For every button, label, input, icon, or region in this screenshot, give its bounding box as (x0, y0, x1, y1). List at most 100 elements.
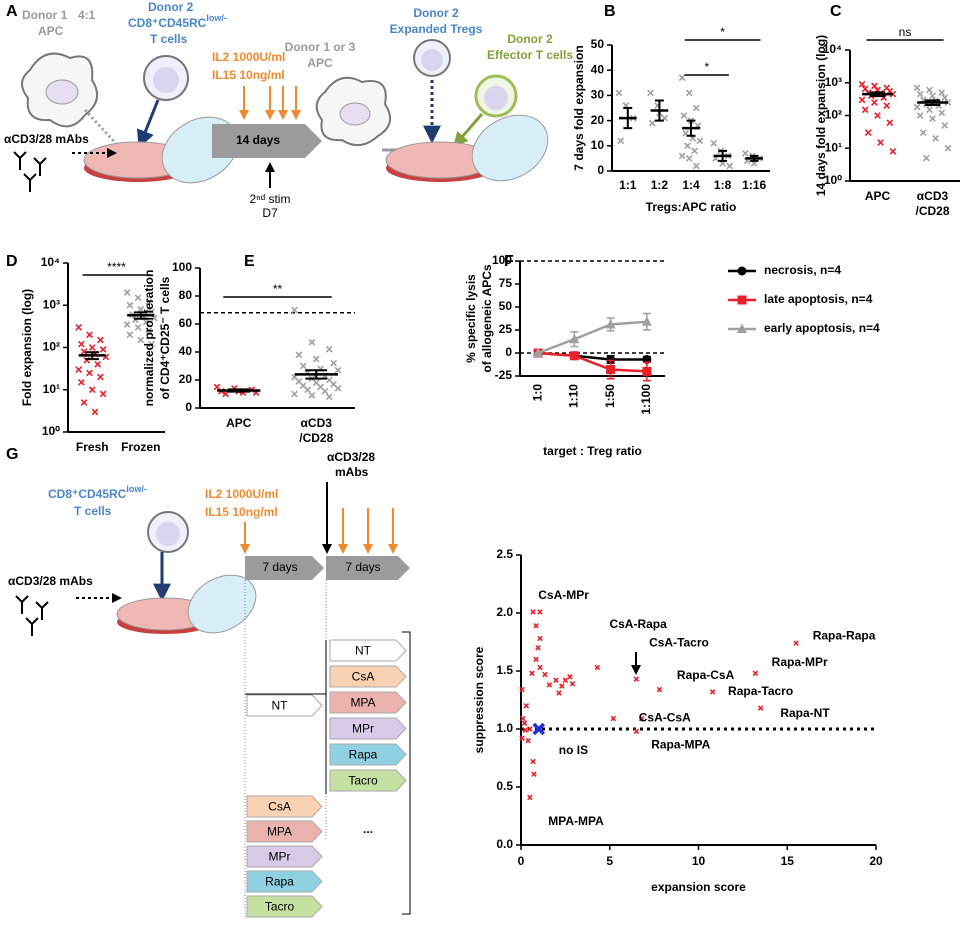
marker (642, 366, 652, 376)
panel-label: D (6, 253, 18, 270)
y-tick-label: -25 (495, 368, 513, 382)
data-point (291, 390, 298, 398)
data-point (94, 360, 102, 368)
data-point (726, 162, 734, 170)
data-point (871, 99, 878, 106)
y-tick-label: 50 (499, 299, 513, 313)
data-point (929, 115, 936, 123)
data-point (610, 715, 617, 722)
data-point (88, 344, 96, 351)
antibody (13, 151, 47, 192)
significance-label: ns (899, 25, 912, 39)
nucleus (421, 49, 443, 71)
cell-label: APC (307, 56, 333, 70)
significance-label: ** (273, 282, 283, 296)
error-bar (654, 99, 664, 122)
y-axis-label: of CD4⁺CD25⁻ T cells (158, 276, 172, 399)
treatment-arrow (246, 845, 323, 868)
data-point (520, 715, 526, 722)
data-point (680, 112, 688, 119)
data-point (86, 331, 93, 339)
diagram-a: A Donor 1 APC 4:1 Donor 2 CD8⁺CD45RClow/… (4, 0, 573, 220)
y-tick-label: 60 (179, 316, 193, 330)
nucleus (153, 67, 179, 93)
data-point (325, 393, 333, 401)
legend-label: early apoptosis, n=4 (764, 321, 880, 335)
panel-label: E (244, 253, 255, 270)
x-axis-label: expansion score (651, 880, 746, 894)
x-tick-label: 0 (518, 854, 525, 868)
data-point (594, 664, 601, 671)
data-point (525, 737, 531, 744)
y-tick-label: 1.5 (496, 663, 513, 677)
y-axis-label: % specific lysis (464, 274, 478, 363)
marker (737, 266, 747, 276)
data-point (126, 301, 134, 309)
data-point (148, 340, 155, 348)
y-tick-label: 2.0 (496, 605, 513, 619)
antibody-label: αCD3/28 mAbs (4, 132, 89, 146)
data-point (142, 318, 150, 326)
x-tick-label: 15 (781, 854, 795, 868)
time-arrow (326, 556, 410, 580)
data-point (299, 362, 307, 370)
data-point (710, 139, 718, 147)
marker (569, 333, 580, 344)
data-point (941, 121, 949, 129)
treatment-arrow (246, 870, 323, 893)
time-arrow (212, 124, 322, 158)
data-point (883, 102, 891, 110)
x-axis-label: Tregs:APC ratio (646, 200, 737, 214)
marker-sup: low/- (206, 13, 227, 23)
cell-label: APC (38, 24, 64, 38)
data-point (97, 373, 104, 381)
data-point (678, 74, 686, 82)
y-tick-label: 10³ (43, 297, 60, 311)
panel-label: G (6, 446, 18, 463)
ratio-label: 4:1 (78, 8, 96, 22)
arrow (136, 99, 160, 149)
nucleus (45, 79, 79, 105)
y-tick-label: 25 (499, 322, 513, 336)
y-tick-label: 10¹ (825, 140, 842, 154)
data-point (145, 327, 153, 335)
data-point (567, 674, 573, 680)
y-tick-label: 10² (825, 108, 842, 122)
data-point (913, 84, 921, 92)
data-point (615, 89, 623, 97)
treatment-arrow (246, 895, 323, 918)
data-point (886, 119, 894, 127)
cytokine-arrows (240, 508, 398, 554)
significance-label: * (720, 25, 725, 39)
data-point (86, 369, 93, 377)
x-tick-label: αCD3 (917, 189, 949, 203)
marker (533, 347, 544, 357)
data-point (861, 106, 869, 114)
x-tick-label: 10 (692, 854, 706, 868)
treatment-arrow (246, 795, 323, 818)
treatment-label: Rapa (349, 748, 378, 762)
cytokine-label: IL2 1000U/ml (212, 50, 285, 64)
data-point (123, 321, 131, 328)
data-point (123, 289, 131, 296)
data-point (533, 656, 539, 663)
panel-label: B (604, 3, 616, 20)
data-point (864, 129, 872, 136)
data-point (916, 112, 924, 119)
x-tick-label: Frozen (121, 440, 160, 454)
x-axis-label: target : Treg ratio (543, 444, 642, 458)
y-tick-label: 40 (591, 62, 605, 76)
treatment-label: MPr (352, 722, 374, 736)
marker (737, 323, 747, 333)
x-tick-label: /CD28 (299, 431, 333, 445)
annotation: Rapa-NT (780, 706, 830, 720)
y-tick-label: 2.5 (496, 547, 513, 561)
y-tick-label: 0.0 (496, 837, 513, 851)
nucleus (484, 86, 508, 110)
data-point (321, 387, 329, 395)
data-point (99, 390, 107, 398)
donor-label: Donor 1 or 3 (285, 40, 356, 54)
duration-label: 7 days (262, 560, 297, 574)
annotation: CsA-MPr (538, 588, 589, 602)
data-point (537, 664, 543, 671)
